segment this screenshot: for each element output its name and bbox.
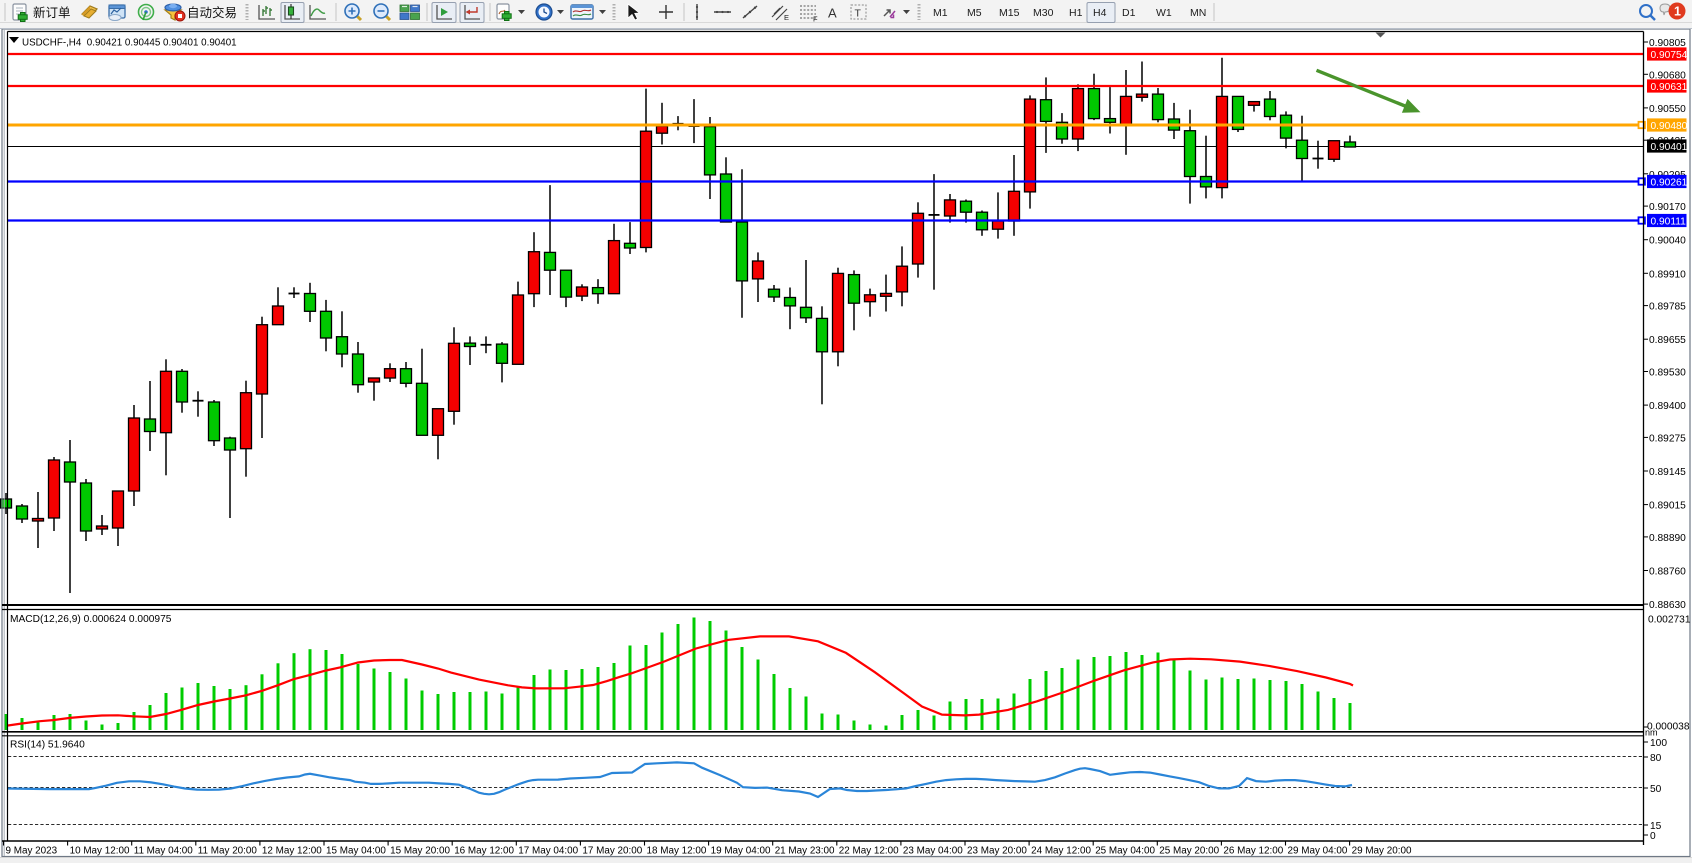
svg-text:0.89910: 0.89910	[1649, 269, 1686, 280]
svg-text:1: 1	[1674, 5, 1681, 19]
svg-text:0.89655: 0.89655	[1649, 335, 1686, 346]
svg-text:17 May 04:00: 17 May 04:00	[518, 846, 578, 857]
svg-text:0.90401: 0.90401	[1651, 142, 1688, 153]
svg-text:0.89145: 0.89145	[1649, 467, 1686, 478]
svg-text:23 May 04:00: 23 May 04:00	[903, 846, 963, 857]
svg-text:A: A	[828, 6, 837, 21]
svg-text:9 May 2023: 9 May 2023	[6, 846, 58, 857]
svg-text:M5: M5	[967, 7, 982, 19]
svg-text:M30: M30	[1033, 7, 1054, 19]
svg-text:19 May 04:00: 19 May 04:00	[711, 846, 771, 857]
svg-text:H4: H4	[1093, 7, 1107, 19]
svg-text:M1: M1	[933, 7, 948, 19]
svg-text:自动交易: 自动交易	[187, 5, 237, 20]
svg-text:D1: D1	[1122, 7, 1136, 19]
svg-text:E: E	[784, 13, 789, 22]
svg-text:10 May 12:00: 10 May 12:00	[70, 846, 130, 857]
svg-text:RSI(14) 51.9640: RSI(14) 51.9640	[10, 740, 85, 751]
svg-text:0.90550: 0.90550	[1649, 104, 1686, 115]
svg-text:USDCHF-,H4 0.90421 0.90445 0.: USDCHF-,H4 0.90421 0.90445 0.90401 0.904…	[22, 38, 237, 49]
svg-text:0.89275: 0.89275	[1649, 433, 1686, 444]
svg-text:0.89785: 0.89785	[1649, 302, 1686, 313]
svg-text:0.002731: 0.002731	[1648, 615, 1691, 626]
svg-text:MACD(12,26,9) 0.000624 0.00097: MACD(12,26,9) 0.000624 0.000975	[10, 614, 172, 625]
svg-text:W1: W1	[1156, 7, 1172, 19]
svg-text:26 May 12:00: 26 May 12:00	[1223, 846, 1283, 857]
svg-text:16 May 12:00: 16 May 12:00	[454, 846, 514, 857]
svg-text:15: 15	[1650, 821, 1662, 832]
svg-text:24 May 12:00: 24 May 12:00	[1031, 846, 1091, 857]
svg-text:15 May 20:00: 15 May 20:00	[390, 846, 450, 857]
svg-text:29 May 20:00: 29 May 20:00	[1352, 846, 1412, 857]
svg-text:0.90680: 0.90680	[1649, 70, 1686, 81]
svg-text:29 May 04:00: 29 May 04:00	[1288, 846, 1348, 857]
svg-text:0.90040: 0.90040	[1649, 236, 1686, 247]
svg-text:0.90631: 0.90631	[1651, 82, 1688, 93]
svg-text:25 May 04:00: 25 May 04:00	[1095, 846, 1155, 857]
svg-text:MN: MN	[1190, 7, 1206, 19]
svg-text:0.90805: 0.90805	[1649, 38, 1686, 49]
svg-text:100: 100	[1650, 738, 1667, 749]
svg-text:17 May 20:00: 17 May 20:00	[582, 846, 642, 857]
svg-text:0.90480: 0.90480	[1651, 121, 1688, 132]
svg-text:0.89015: 0.89015	[1649, 501, 1686, 512]
svg-text:H1: H1	[1069, 7, 1083, 19]
svg-text:M15: M15	[999, 7, 1020, 19]
svg-text:0.90754: 0.90754	[1651, 50, 1688, 61]
svg-text:12 May 12:00: 12 May 12:00	[262, 846, 322, 857]
svg-text:0.89530: 0.89530	[1649, 368, 1686, 379]
svg-text:21 May 23:00: 21 May 23:00	[775, 846, 835, 857]
svg-text:0.88890: 0.88890	[1649, 533, 1686, 544]
svg-text:0.90170: 0.90170	[1649, 202, 1686, 213]
svg-text:0: 0	[1650, 831, 1656, 842]
svg-text:0.89400: 0.89400	[1649, 401, 1686, 412]
svg-text:0.90261: 0.90261	[1651, 177, 1688, 188]
svg-text:22 May 12:00: 22 May 12:00	[839, 846, 899, 857]
svg-text:80: 80	[1650, 753, 1662, 764]
svg-text:新订单: 新订单	[33, 5, 71, 20]
svg-text:T: T	[855, 8, 862, 20]
svg-text:nm: nm	[1645, 728, 1658, 738]
svg-text:0.000038: 0.000038	[1647, 722, 1690, 733]
svg-text:0.90111: 0.90111	[1651, 216, 1687, 227]
svg-text:18 May 12:00: 18 May 12:00	[647, 846, 707, 857]
svg-text:15 May 04:00: 15 May 04:00	[326, 846, 386, 857]
svg-text:50: 50	[1650, 784, 1662, 795]
svg-text:23 May 20:00: 23 May 20:00	[967, 846, 1027, 857]
svg-text:11 May 04:00: 11 May 04:00	[134, 846, 194, 857]
svg-text:F: F	[813, 15, 818, 24]
svg-text:0.88760: 0.88760	[1649, 567, 1686, 578]
svg-text:0.88630: 0.88630	[1649, 600, 1686, 611]
svg-text:25 May 20:00: 25 May 20:00	[1159, 846, 1219, 857]
svg-text:11 May 20:00: 11 May 20:00	[198, 846, 258, 857]
